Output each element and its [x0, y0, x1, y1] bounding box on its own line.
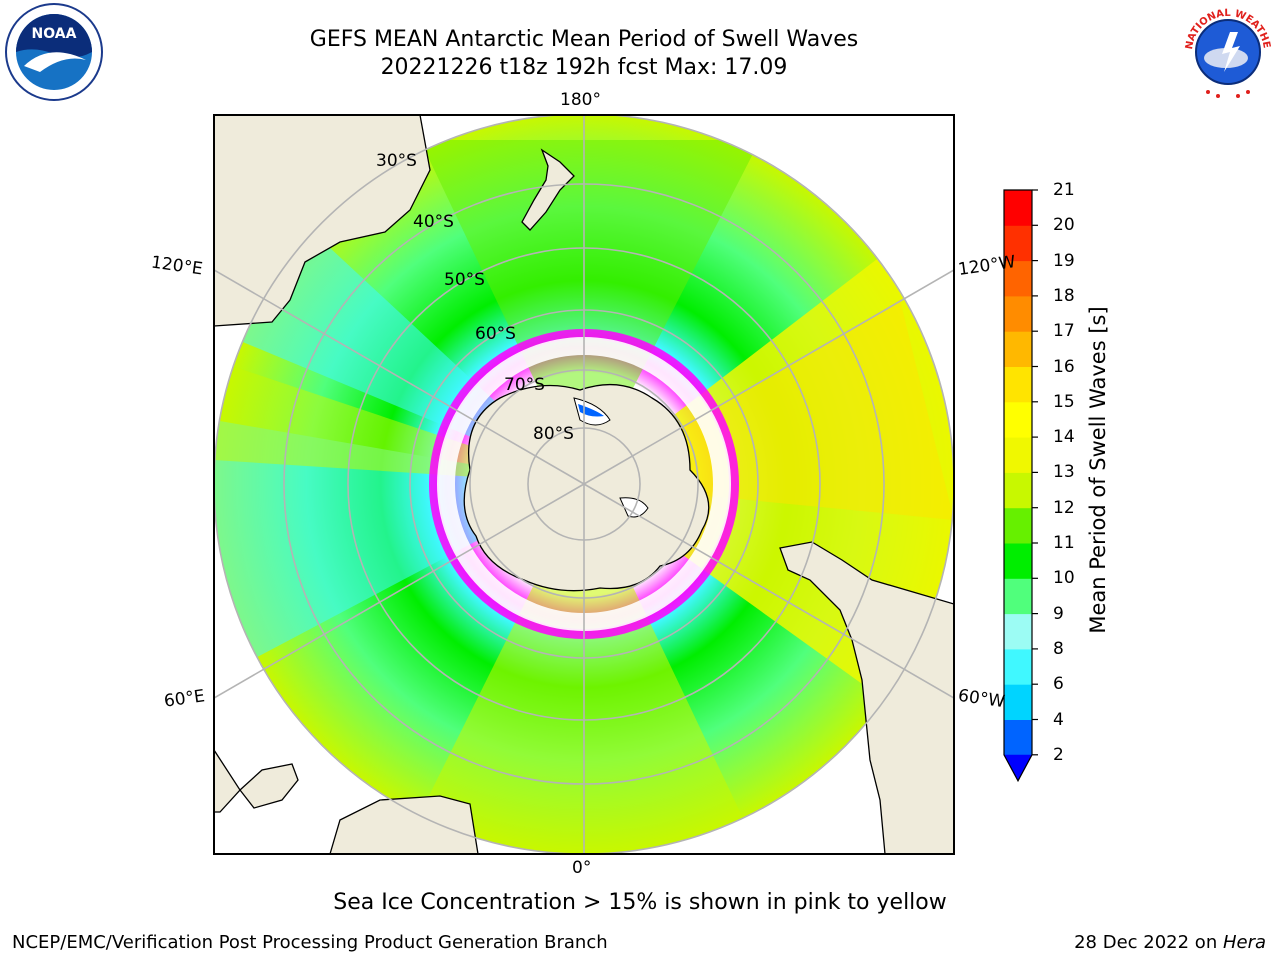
credit-date-host: 28 Dec 2022 on Hera	[1074, 932, 1266, 953]
colorbar-extend-triangle	[1004, 754, 1032, 781]
lat-label-30s: 30°S	[376, 151, 417, 171]
lat-label-80s: 80°S	[533, 424, 574, 444]
colorbar-segment	[1004, 578, 1032, 615]
colorbar-tick-label: 18	[1053, 285, 1075, 306]
colorbar-tick-label: 20	[1053, 215, 1075, 236]
colorbar-segment	[1004, 613, 1032, 650]
colorbar-tick-label: 17	[1053, 321, 1075, 342]
colorbar-segment	[1004, 401, 1032, 438]
colorbar-segment	[1004, 437, 1032, 473]
colorbar-tick-label: 10	[1053, 568, 1075, 589]
colorbar-segment	[1004, 366, 1032, 403]
colorbar-tick-label: 21	[1053, 180, 1075, 200]
lat-label-60s: 60°S	[475, 324, 516, 344]
colorbar-tick-label: 19	[1053, 250, 1075, 271]
credit-host: Hera	[1222, 932, 1266, 953]
colorbar-segment	[1004, 260, 1032, 297]
lat-label-50s: 50°S	[444, 270, 485, 290]
credit-date: 28 Dec 2022 on	[1074, 932, 1223, 953]
credit-branch: NCEP/EMC/Verification Post Processing Pr…	[12, 932, 608, 953]
colorbar-tick-label: 15	[1053, 391, 1075, 412]
colorbar-segment	[1004, 543, 1032, 579]
colorbar-tick-label: 16	[1053, 356, 1075, 377]
lon-label-0: 0°	[572, 858, 592, 878]
lat-label-40s: 40°S	[413, 212, 454, 232]
colorbar-segment	[1004, 472, 1032, 509]
colorbar-segment	[1004, 684, 1032, 720]
nws-logo: NATIONAL WEATHER SERVICE	[1178, 2, 1276, 100]
colorbar-label: Mean Period of Swell Waves [s]	[1086, 306, 1110, 634]
antarctica-landmass	[463, 384, 710, 592]
colorbar-tick-label: 4	[1053, 709, 1064, 730]
colorbar-segment	[1004, 719, 1032, 756]
colorbar-tick-label: 2	[1053, 744, 1064, 765]
continents	[214, 115, 954, 854]
colorbar-tick-label: 9	[1053, 603, 1064, 624]
map-title: GEFS MEAN Antarctic Mean Period of Swell…	[309, 27, 859, 52]
lat-label-70s: 70°S	[504, 375, 545, 395]
colorbar-segment	[1004, 190, 1032, 226]
noaa-logo-text: NOAA	[32, 26, 77, 42]
colorbar-segment	[1004, 295, 1032, 332]
colorbar-segment	[1004, 507, 1032, 544]
forecast-subtitle: 20221226 t18z 192h fcst Max: 17.09	[380, 55, 788, 80]
colorbar-tick-label: 11	[1053, 533, 1075, 553]
colorbar-tick-label: 12	[1053, 497, 1075, 518]
noaa-logo: NOAA	[5, 3, 103, 101]
colorbar-tick-label: 8	[1053, 638, 1064, 659]
colorbar-tick-label: 14	[1053, 427, 1075, 448]
graticule	[214, 115, 954, 854]
colorbar	[1003, 189, 1038, 783]
colorbar-tick-label: 13	[1053, 462, 1075, 483]
lon-label-180: 180°	[560, 90, 601, 110]
sea-ice-note: Sea Ice Concentration > 15% is shown in …	[333, 890, 947, 915]
map-frame	[213, 114, 955, 855]
colorbar-segment	[1004, 225, 1032, 262]
colorbar-tick-label: 6	[1053, 674, 1064, 695]
colorbar-segment	[1004, 331, 1032, 367]
colorbar-segment	[1004, 648, 1032, 685]
